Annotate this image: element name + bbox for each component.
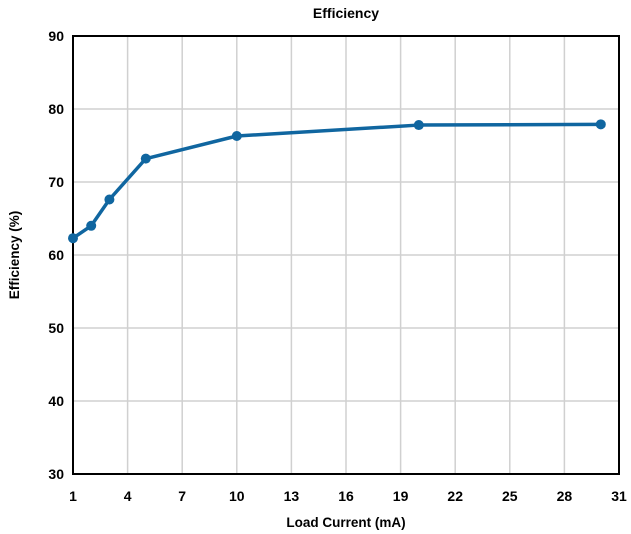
x-tick-label: 22 <box>447 488 463 504</box>
x-axis-label: Load Current (mA) <box>286 515 405 530</box>
efficiency-series <box>68 119 606 244</box>
data-point <box>104 194 115 205</box>
x-tick-label: 4 <box>124 488 132 504</box>
y-tick-label: 40 <box>48 393 64 409</box>
x-tick-labels: 1 4 7 10 13 16 19 22 25 28 31 <box>69 488 627 504</box>
y-tick-label: 80 <box>48 101 64 117</box>
y-tick-label: 70 <box>48 174 64 190</box>
y-axis-label: Efficiency (%) <box>7 211 22 300</box>
grid-lines <box>73 36 619 474</box>
data-point <box>140 153 151 164</box>
data-point <box>413 120 424 131</box>
x-tick-label: 1 <box>69 488 77 504</box>
x-tick-label: 31 <box>611 488 627 504</box>
data-point <box>68 233 78 244</box>
data-point <box>231 131 242 142</box>
x-tick-label: 7 <box>178 488 186 504</box>
y-tick-labels: 30 40 50 60 70 80 90 <box>48 28 64 482</box>
y-tick-label: 50 <box>48 320 64 336</box>
y-tick-label: 90 <box>48 28 64 44</box>
chart-title: Efficiency <box>313 5 379 21</box>
x-tick-label: 16 <box>338 488 354 504</box>
y-tick-label: 60 <box>48 247 64 263</box>
data-point <box>595 119 606 130</box>
y-tick-label: 30 <box>48 466 64 482</box>
data-point <box>86 220 97 231</box>
plot-frame <box>72 35 620 475</box>
x-tick-label: 25 <box>502 488 518 504</box>
x-tick-label: 28 <box>557 488 573 504</box>
x-tick-label: 10 <box>229 488 245 504</box>
x-tick-label: 19 <box>393 488 409 504</box>
x-tick-label: 13 <box>284 488 300 504</box>
